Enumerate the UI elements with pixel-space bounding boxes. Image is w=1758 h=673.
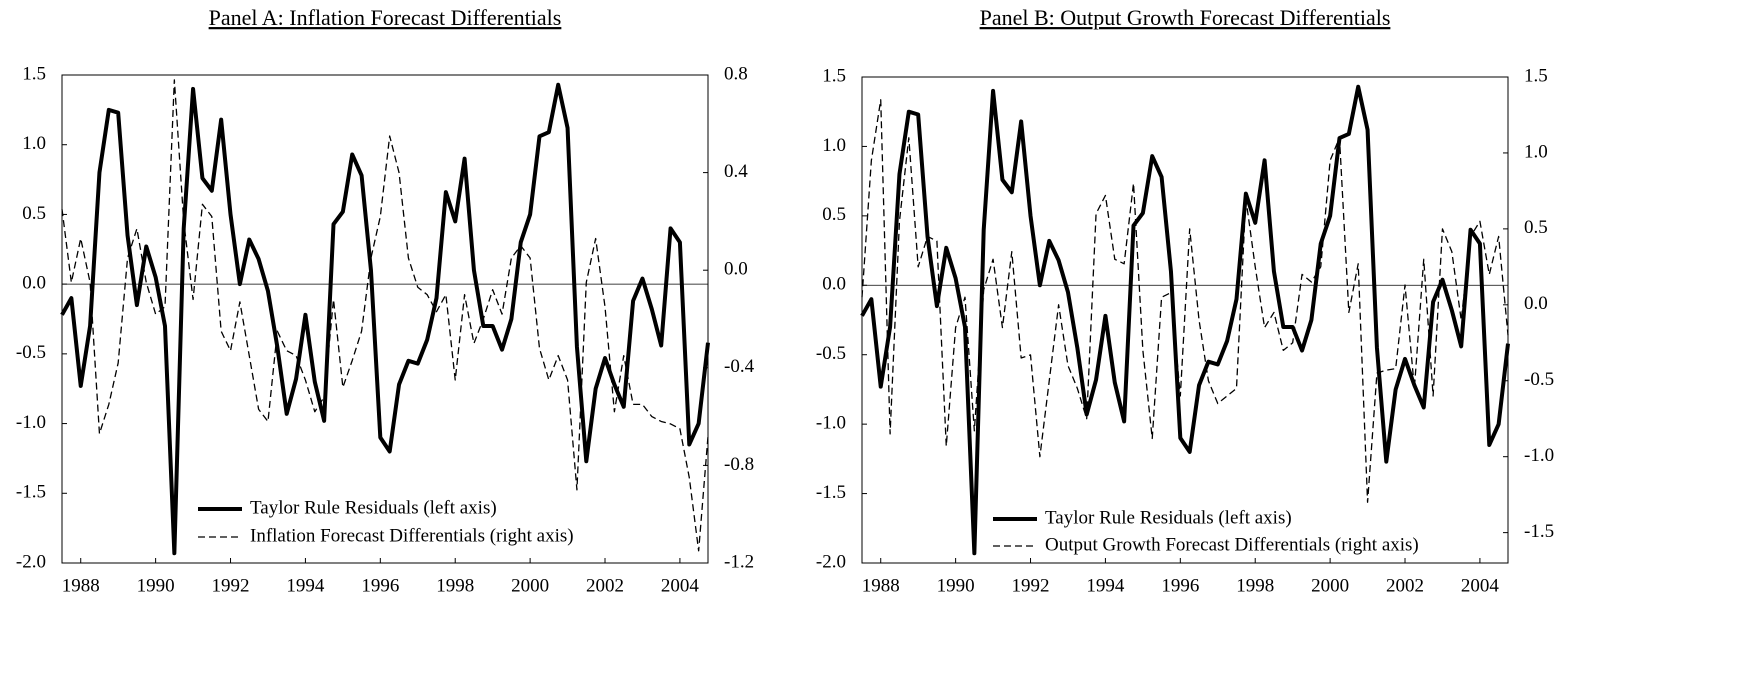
y-tick-label: -1.5 bbox=[816, 482, 846, 503]
y2-tick-label: -1.5 bbox=[1524, 521, 1554, 542]
x-tick-label: 1994 bbox=[286, 575, 325, 596]
series-line bbox=[61, 79, 709, 552]
y2-tick-label: 0.0 bbox=[1524, 293, 1548, 314]
y-tick-label: 1.5 bbox=[22, 63, 46, 84]
y-tick-label: 0.5 bbox=[822, 204, 846, 225]
series-line bbox=[860, 84, 1510, 556]
y-tick-label: 1.0 bbox=[822, 135, 846, 156]
x-tick-label: 1994 bbox=[1086, 575, 1125, 596]
y2-tick-label: 1.5 bbox=[1524, 65, 1548, 86]
panel-title: Panel A: Inflation Forecast Differential… bbox=[209, 5, 562, 30]
legend-label: Output Growth Forecast Differentials (ri… bbox=[1045, 534, 1419, 555]
y-tick-label: -2.0 bbox=[816, 551, 846, 572]
x-tick-label: 1998 bbox=[436, 575, 474, 596]
x-tick-label: 1992 bbox=[1012, 575, 1050, 596]
y-tick-label: -0.5 bbox=[816, 343, 846, 364]
y-tick-label: -1.0 bbox=[16, 412, 46, 433]
x-tick-label: 2004 bbox=[661, 575, 700, 596]
x-tick-label: 1988 bbox=[862, 575, 900, 596]
y2-tick-label: -0.8 bbox=[724, 454, 754, 475]
x-tick-label: 2004 bbox=[1461, 575, 1500, 596]
y2-tick-label: 1.0 bbox=[1524, 141, 1548, 162]
x-tick-label: 1990 bbox=[137, 575, 175, 596]
x-tick-label: 1998 bbox=[1236, 575, 1274, 596]
x-tick-label: 2000 bbox=[511, 575, 549, 596]
x-tick-label: 2000 bbox=[1311, 575, 1349, 596]
y-tick-label: 1.0 bbox=[22, 133, 46, 154]
series-line bbox=[60, 82, 710, 556]
x-tick-label: 1996 bbox=[361, 575, 399, 596]
panel-title: Panel B: Output Growth Forecast Differen… bbox=[980, 5, 1391, 30]
series-line bbox=[861, 99, 1509, 503]
y-tick-label: -1.0 bbox=[816, 413, 846, 434]
y2-tick-label: -1.0 bbox=[1524, 445, 1554, 466]
y2-tick-label: -0.4 bbox=[724, 356, 755, 377]
y-tick-label: 1.5 bbox=[822, 65, 846, 86]
y2-tick-label: 0.5 bbox=[1524, 217, 1548, 238]
x-tick-label: 2002 bbox=[586, 575, 624, 596]
plot-frame bbox=[61, 74, 709, 564]
y-tick-label: -2.0 bbox=[16, 551, 46, 572]
x-tick-label: 1996 bbox=[1161, 575, 1199, 596]
legend-label: Taylor Rule Residuals (left axis) bbox=[250, 497, 497, 518]
x-tick-label: 2002 bbox=[1386, 575, 1424, 596]
y-tick-label: 0.0 bbox=[22, 273, 46, 294]
plot-frame bbox=[861, 76, 1509, 564]
x-tick-label: 1992 bbox=[212, 575, 250, 596]
y2-tick-label: 0.4 bbox=[724, 161, 748, 182]
legend-label: Taylor Rule Residuals (left axis) bbox=[1045, 507, 1292, 528]
y2-tick-label: -1.2 bbox=[724, 551, 754, 572]
x-tick-label: 1988 bbox=[62, 575, 100, 596]
x-tick-label: 1990 bbox=[937, 575, 975, 596]
y2-tick-label: 0.0 bbox=[724, 259, 748, 280]
y-tick-label: 0.0 bbox=[822, 274, 846, 295]
y2-tick-label: -0.5 bbox=[1524, 369, 1554, 390]
y2-tick-label: 0.8 bbox=[724, 63, 748, 84]
y-tick-label: 0.5 bbox=[22, 203, 46, 224]
y-tick-label: -0.5 bbox=[16, 342, 46, 363]
y-tick-label: -1.5 bbox=[16, 482, 46, 503]
legend-label: Inflation Forecast Differentials (right … bbox=[250, 525, 574, 546]
